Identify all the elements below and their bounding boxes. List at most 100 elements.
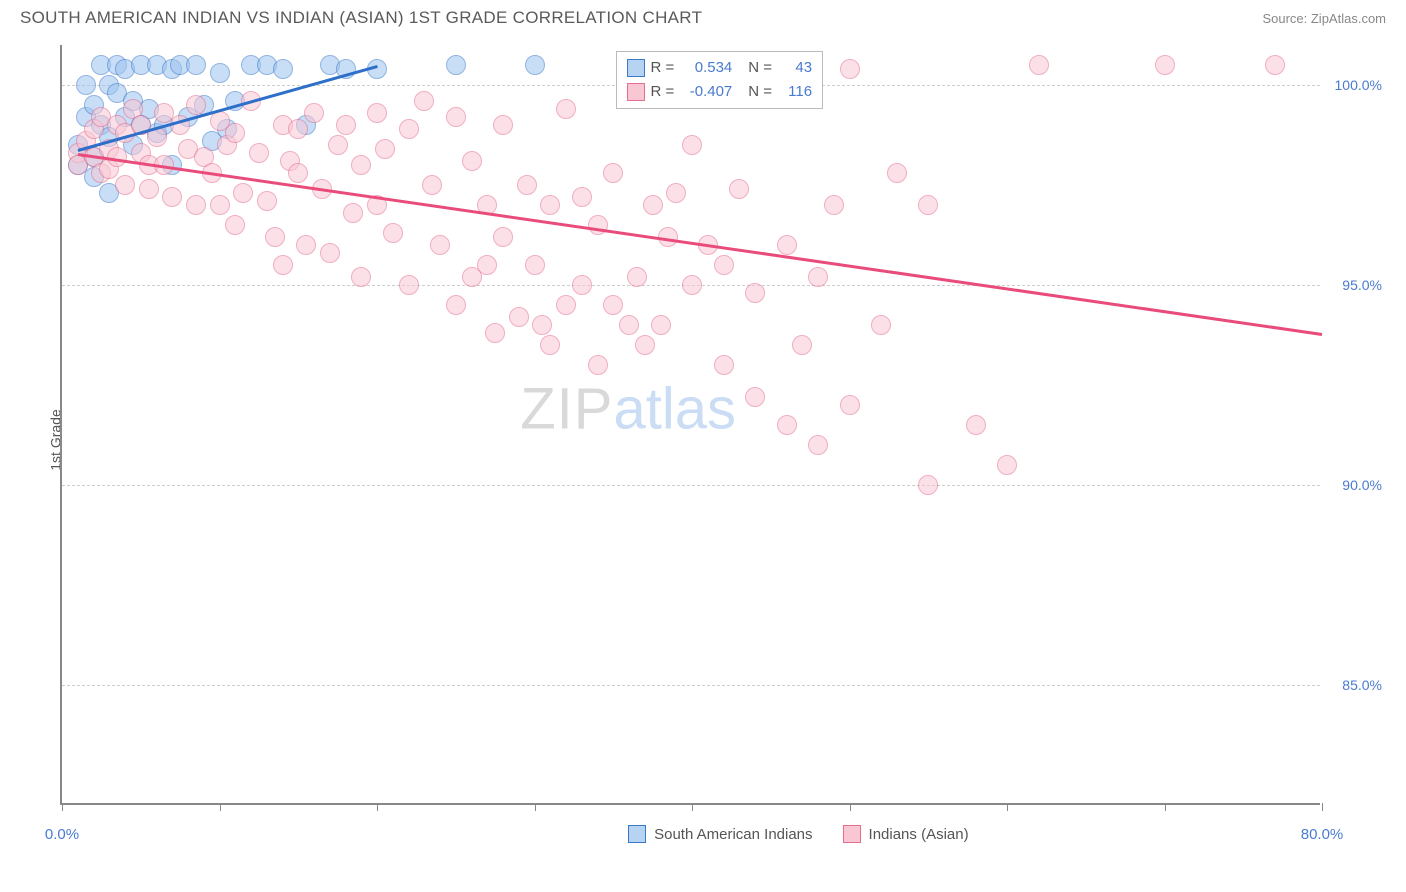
data-point <box>525 255 545 275</box>
data-point <box>351 155 371 175</box>
data-point <box>824 195 844 215</box>
data-point <box>1155 55 1175 75</box>
x-tick-label: 80.0% <box>1301 826 1344 843</box>
r-label: R = <box>651 80 675 104</box>
x-tick <box>1007 803 1008 811</box>
data-point <box>422 175 442 195</box>
data-point <box>997 455 1017 475</box>
x-tick <box>1165 803 1166 811</box>
gridline <box>62 485 1320 486</box>
data-point <box>627 267 647 287</box>
n-value: 116 <box>778 80 812 104</box>
chart-area: 1st Grade ZIPatlas South American Indian… <box>50 45 1390 835</box>
data-point <box>643 195 663 215</box>
data-point <box>115 175 135 195</box>
data-point <box>556 99 576 119</box>
data-point <box>777 415 797 435</box>
data-point <box>651 315 671 335</box>
watermark-text-b: atlas <box>613 376 736 441</box>
x-tick <box>692 803 693 811</box>
plot-area: ZIPatlas South American IndiansIndians (… <box>60 45 1320 805</box>
data-point <box>682 135 702 155</box>
watermark-text-a: ZIP <box>520 376 613 441</box>
legend-label: South American Indians <box>654 826 812 843</box>
data-point <box>714 355 734 375</box>
data-point <box>351 267 371 287</box>
y-tick-label: 100.0% <box>1335 77 1382 93</box>
data-point <box>186 195 206 215</box>
data-point <box>603 295 623 315</box>
data-point <box>257 191 277 211</box>
data-point <box>288 119 308 139</box>
data-point <box>525 55 545 75</box>
data-point <box>249 143 269 163</box>
data-point <box>446 107 466 127</box>
swatch-icon <box>627 83 645 101</box>
data-point <box>792 335 812 355</box>
data-point <box>367 103 387 123</box>
stats-box: R =0.534 N =43R =-0.407N =116 <box>616 51 824 109</box>
data-point <box>729 179 749 199</box>
data-point <box>540 195 560 215</box>
data-point <box>603 163 623 183</box>
data-point <box>375 139 395 159</box>
data-point <box>808 435 828 455</box>
data-point <box>493 115 513 135</box>
data-point <box>745 283 765 303</box>
legend-item: Indians (Asian) <box>843 825 969 843</box>
x-tick <box>535 803 536 811</box>
data-point <box>265 227 285 247</box>
r-value: 0.534 <box>680 56 732 80</box>
data-point <box>446 295 466 315</box>
y-tick-label: 85.0% <box>1342 677 1382 693</box>
data-point <box>328 135 348 155</box>
data-point <box>273 59 293 79</box>
data-point <box>462 151 482 171</box>
data-point <box>399 119 419 139</box>
data-point <box>399 275 419 295</box>
x-tick <box>377 803 378 811</box>
data-point <box>619 315 639 335</box>
data-point <box>918 195 938 215</box>
data-point <box>477 255 497 275</box>
data-point <box>666 183 686 203</box>
x-tick <box>1322 803 1323 811</box>
chart-title: SOUTH AMERICAN INDIAN VS INDIAN (ASIAN) … <box>20 8 702 28</box>
data-point <box>414 91 434 111</box>
data-point <box>139 179 159 199</box>
data-point <box>745 387 765 407</box>
data-point <box>304 103 324 123</box>
data-point <box>186 95 206 115</box>
data-point <box>485 323 505 343</box>
n-label: N = <box>748 56 772 80</box>
watermark: ZIPatlas <box>520 375 736 442</box>
y-tick-label: 95.0% <box>1342 277 1382 293</box>
data-point <box>635 335 655 355</box>
data-point <box>840 59 860 79</box>
data-point <box>320 243 340 263</box>
data-point <box>1265 55 1285 75</box>
legend-item: South American Indians <box>628 825 812 843</box>
data-point <box>76 75 96 95</box>
data-point <box>273 255 293 275</box>
n-label: N = <box>748 80 772 104</box>
data-point <box>556 295 576 315</box>
data-point <box>493 227 513 247</box>
n-value: 43 <box>778 56 812 80</box>
data-point <box>430 235 450 255</box>
data-point <box>572 275 592 295</box>
data-point <box>186 55 206 75</box>
data-point <box>840 395 860 415</box>
data-point <box>233 183 253 203</box>
data-point <box>871 315 891 335</box>
data-point <box>1029 55 1049 75</box>
x-tick-label: 0.0% <box>45 826 79 843</box>
data-point <box>808 267 828 287</box>
stats-row: R =0.534N =43 <box>627 56 813 80</box>
data-point <box>588 355 608 375</box>
data-point <box>777 235 797 255</box>
data-point <box>296 235 316 255</box>
stats-row: R =-0.407N =116 <box>627 80 813 104</box>
data-point <box>540 335 560 355</box>
data-point <box>288 163 308 183</box>
